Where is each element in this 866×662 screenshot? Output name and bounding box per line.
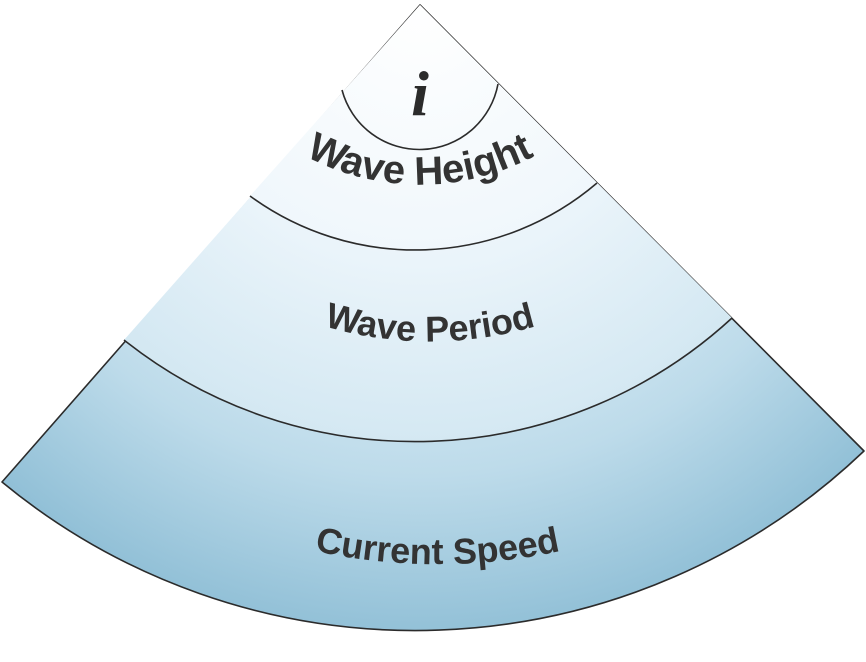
band-wave-height-boundary <box>249 182 598 251</box>
band-wave-height <box>250 5 597 250</box>
info-icon: i <box>411 58 429 129</box>
band-wave-period-boundary <box>123 317 733 443</box>
info-arc <box>341 83 499 151</box>
